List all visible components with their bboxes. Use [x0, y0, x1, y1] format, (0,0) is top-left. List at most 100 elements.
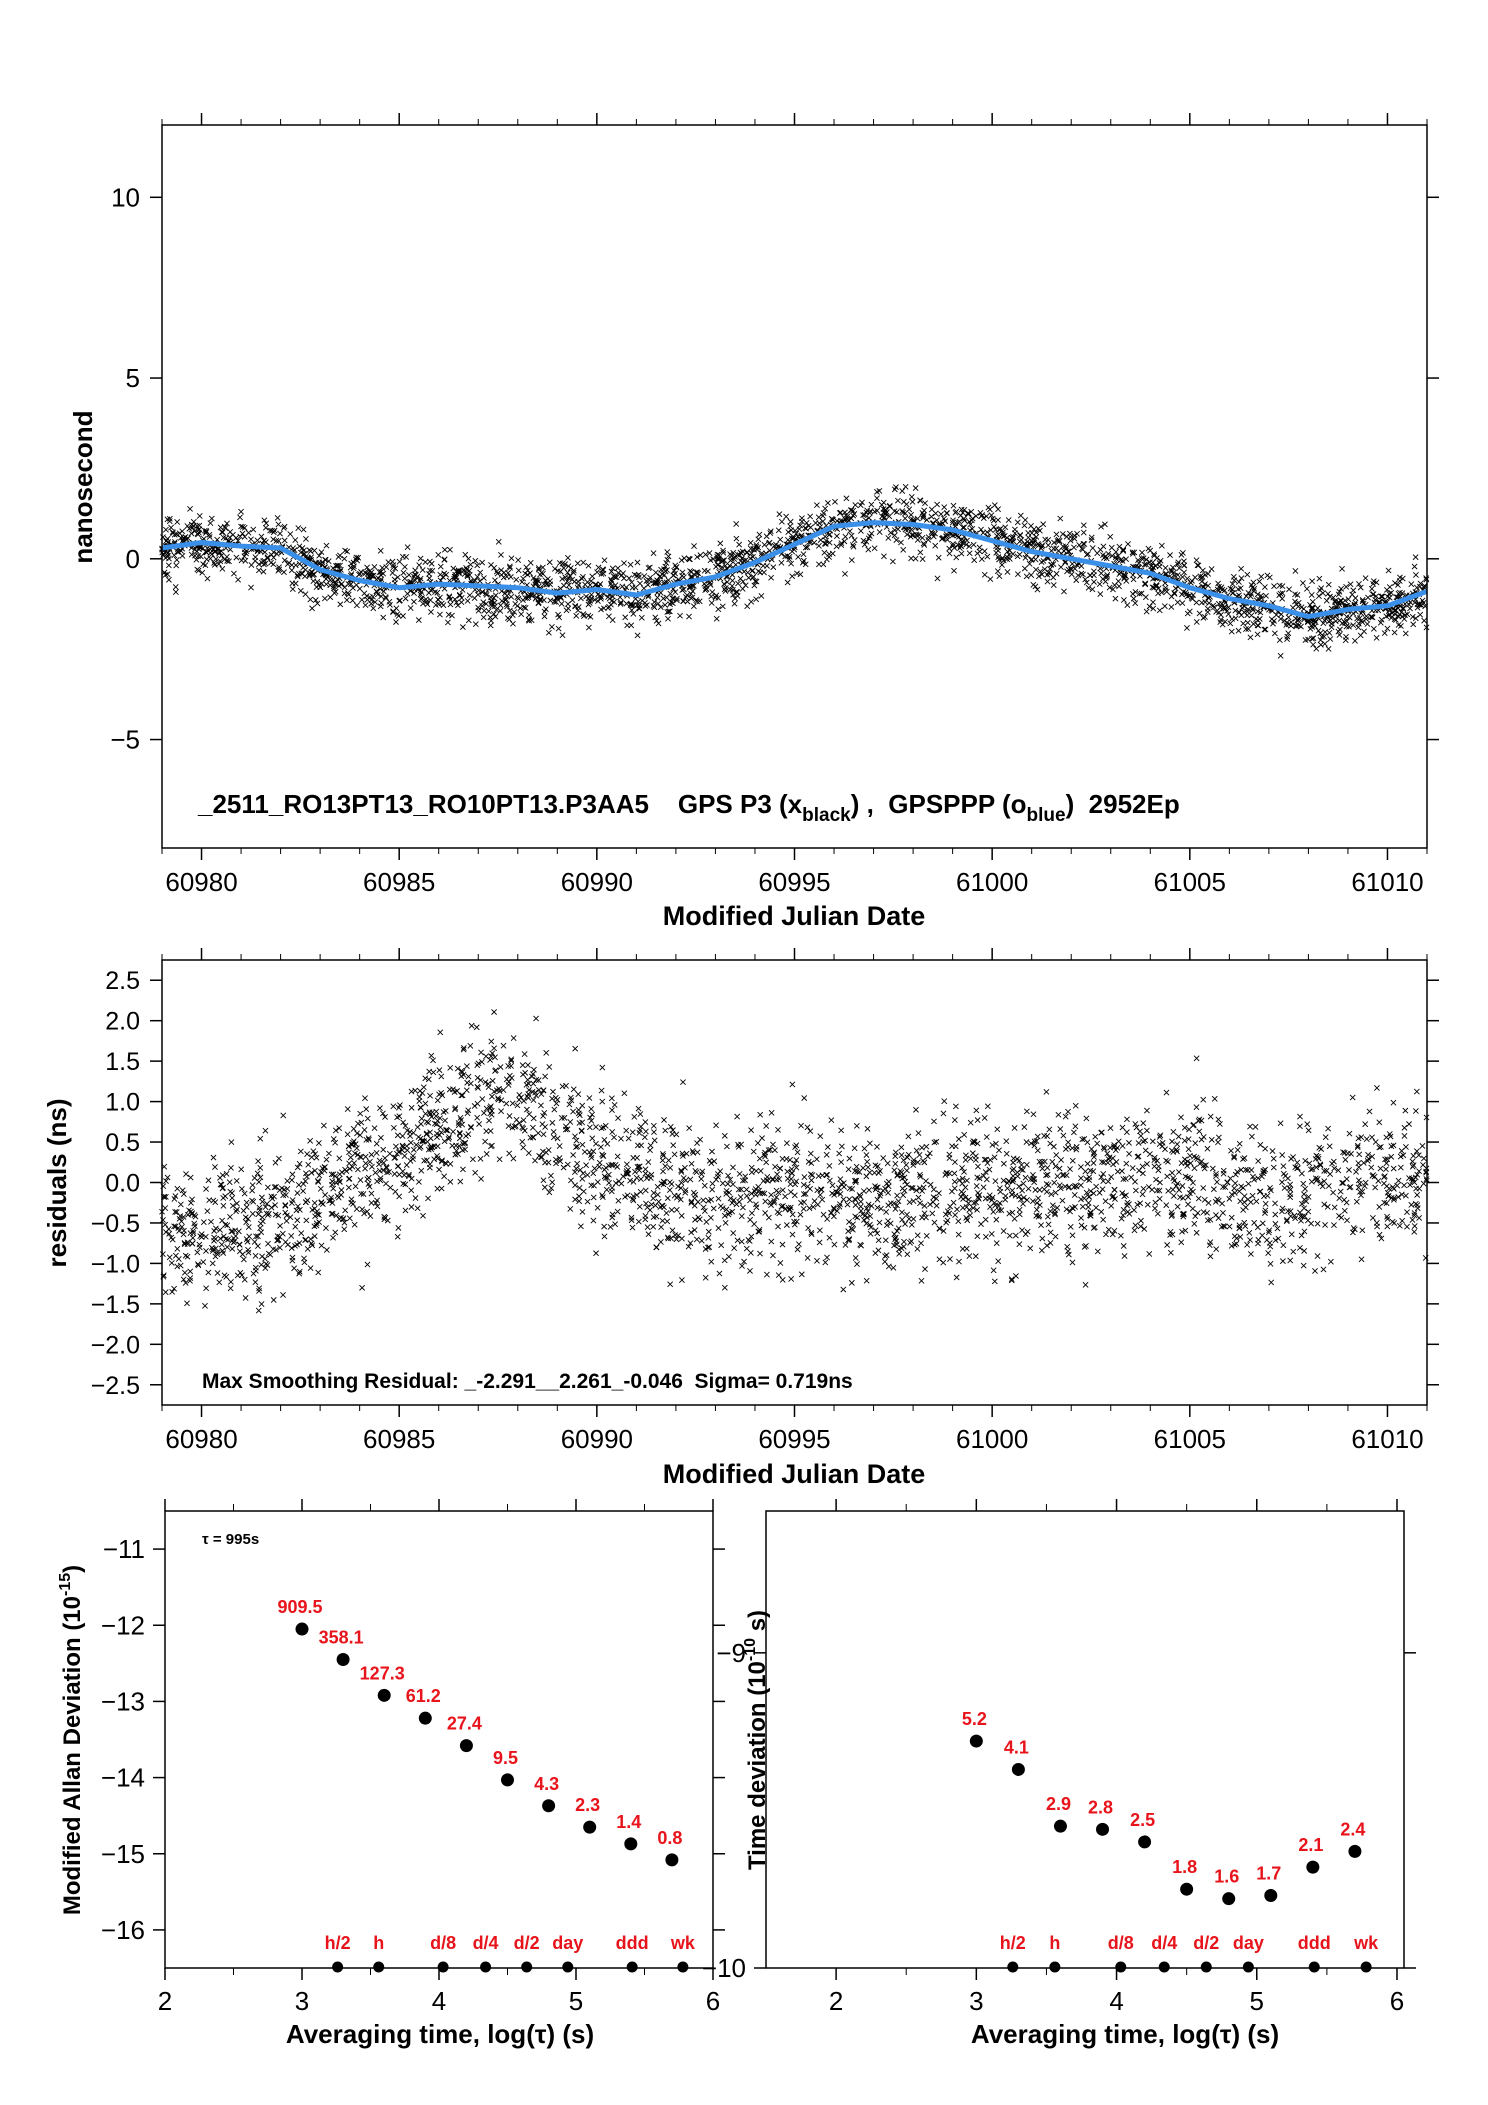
gps-p3-point [221, 556, 228, 563]
residual-point [1215, 1134, 1222, 1141]
residual-point [243, 1199, 250, 1206]
residual-point [189, 1235, 196, 1241]
gps-p3-point [784, 553, 791, 559]
gps-p3-point [1227, 620, 1234, 627]
residual-point [1191, 1165, 1198, 1172]
gps-p3-point [364, 564, 371, 571]
residual-point [1412, 1108, 1419, 1114]
residual-point [434, 1143, 441, 1150]
gps-p3-point [928, 513, 935, 520]
residual-point [233, 1208, 239, 1215]
gps-p3-point [1171, 590, 1178, 597]
residual-point [671, 1151, 678, 1158]
gps-p3-point [455, 567, 462, 574]
gps-p3-point [620, 570, 626, 577]
gps-p3-point [483, 591, 490, 598]
residual-point [705, 1234, 712, 1241]
gps-p3-point [217, 558, 224, 565]
gps-p3-point [653, 617, 660, 624]
residual-point [586, 1124, 593, 1131]
residual-point [229, 1195, 236, 1201]
residual-point [570, 1086, 577, 1093]
residual-point [774, 1209, 781, 1216]
gps-p3-point [1262, 626, 1269, 633]
residual-point [403, 1143, 410, 1149]
gps-p3-point [766, 539, 773, 546]
gps-p3-point [427, 567, 433, 574]
residual-point [560, 1164, 567, 1171]
residual-point [864, 1125, 871, 1132]
gps-p3-point [1345, 596, 1352, 603]
gps-p3-point [164, 571, 171, 578]
residual-point [718, 1242, 725, 1249]
residual-point [425, 1076, 432, 1083]
residual-point [898, 1144, 905, 1151]
gps-p3-point [1271, 630, 1278, 637]
gps-p3-point [1313, 645, 1320, 652]
gps-p3-point [634, 632, 641, 639]
residual-point [975, 1163, 981, 1170]
residual-point [645, 1159, 652, 1165]
gps-p3-point [1071, 544, 1077, 551]
gps-p3-point [353, 602, 360, 609]
residual-point [824, 1254, 830, 1261]
residual-point [1326, 1143, 1333, 1150]
residual-point [376, 1161, 382, 1168]
gps-p3-point [577, 595, 584, 602]
residual-point [603, 1164, 609, 1171]
gps-p3-point [996, 573, 1003, 580]
residual-point [477, 1155, 484, 1162]
residual-point [864, 1158, 871, 1165]
residual-point [624, 1192, 631, 1199]
residual-point [298, 1230, 305, 1237]
gps-p3-point [655, 620, 662, 627]
gps-p3-point [1059, 531, 1066, 537]
residual-point [362, 1095, 368, 1102]
gps-p3-point [952, 509, 959, 516]
residual-point [1280, 1163, 1287, 1170]
residual-point [814, 1257, 820, 1264]
residual-point [615, 1115, 621, 1121]
gps-p3-point [280, 525, 287, 531]
gps-p3-point [991, 502, 998, 509]
residual-point [942, 1172, 949, 1178]
residual-point [670, 1142, 677, 1149]
residual-point [642, 1128, 649, 1135]
residual-point [332, 1229, 339, 1236]
residual-point [1065, 1139, 1072, 1146]
residual-point [415, 1178, 422, 1185]
gps-p3-point [1083, 551, 1090, 558]
residual-point [678, 1277, 685, 1283]
gps-p3-point [1370, 580, 1377, 587]
gps-p3-point [894, 497, 901, 504]
residual-point [947, 1256, 953, 1262]
residual-point [300, 1181, 307, 1187]
gps-p3-point [1232, 607, 1239, 614]
gps-p3-point [1181, 569, 1187, 576]
gps-p3-point [312, 597, 319, 604]
residual-point [669, 1227, 676, 1234]
gps-p3-point [487, 614, 494, 621]
residual-point [715, 1173, 721, 1180]
residual-point [1356, 1151, 1363, 1158]
gps-p3-point [908, 555, 914, 562]
residual-point [966, 1253, 973, 1260]
gps-p3-point [337, 601, 344, 608]
residual-point [447, 1064, 454, 1071]
residual-point [1262, 1145, 1269, 1152]
residual-point [791, 1192, 798, 1199]
residual-point [658, 1224, 665, 1231]
p1-x-tick-label: 61010 [1351, 867, 1423, 897]
gps-p3-point [509, 612, 516, 619]
residual-point [1294, 1159, 1301, 1166]
residual-point [1144, 1107, 1150, 1114]
residual-point [923, 1143, 930, 1150]
gps-p3-point [411, 598, 417, 605]
residual-point [1163, 1202, 1170, 1209]
residual-point [1049, 1158, 1056, 1165]
residual-point [1157, 1179, 1163, 1186]
residual-point [418, 1167, 425, 1174]
gps-p3-point [436, 611, 443, 618]
residual-point [770, 1141, 776, 1148]
residual-point [863, 1277, 870, 1284]
